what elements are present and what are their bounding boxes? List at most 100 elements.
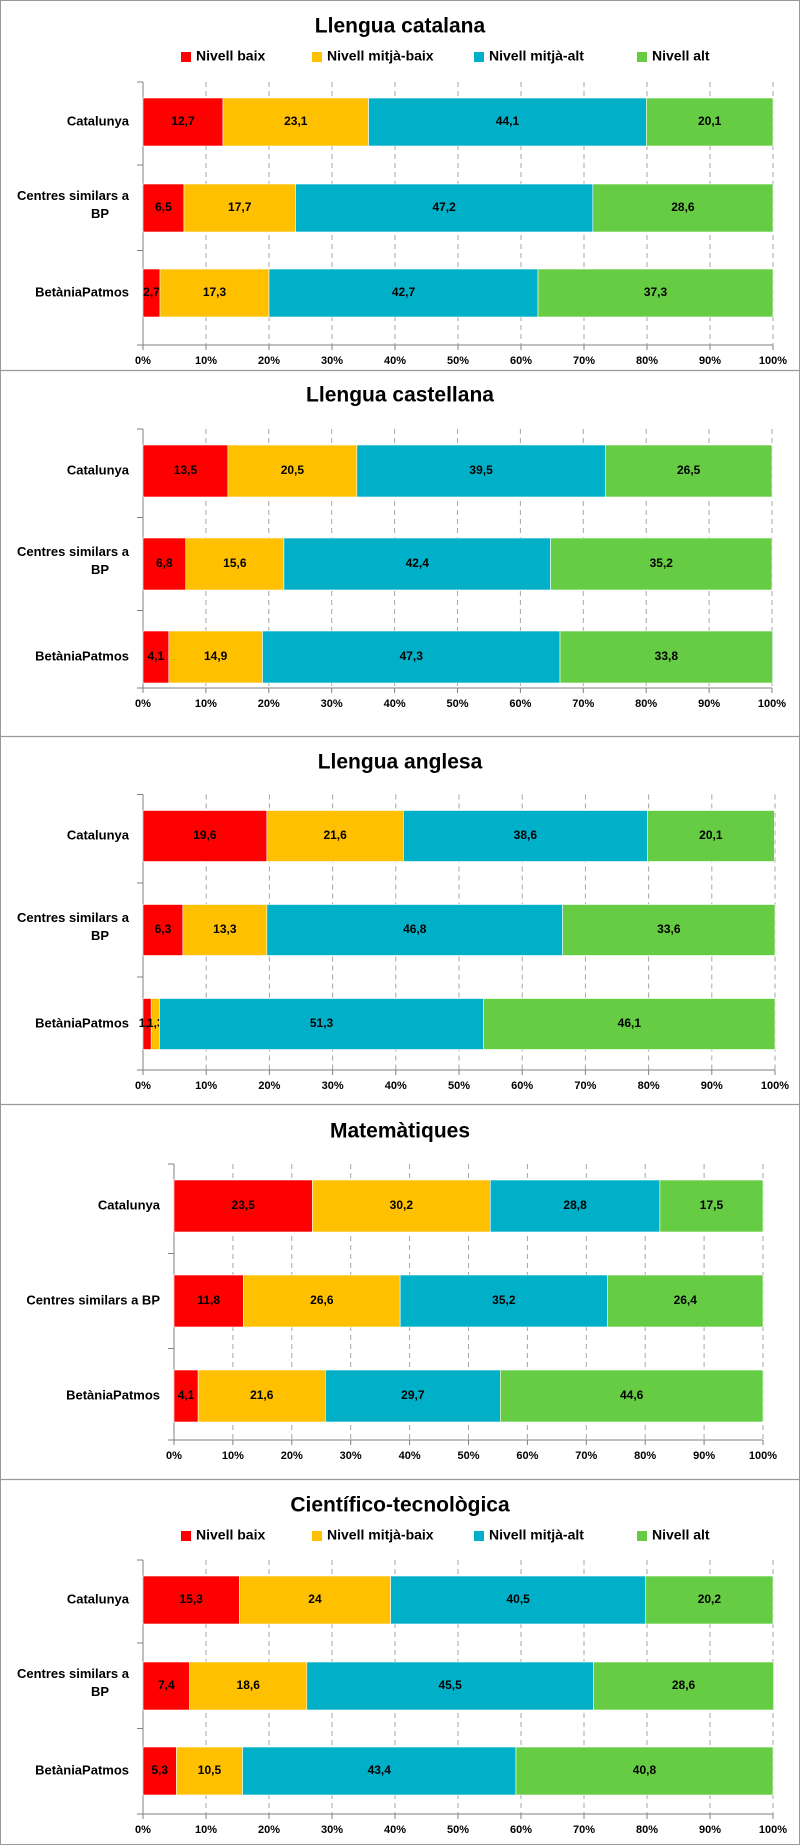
bar-segment — [489, 1179, 661, 1233]
data-label: 29,7 — [401, 1388, 425, 1402]
bar-segment — [562, 904, 776, 956]
bar-segment — [243, 1274, 401, 1328]
x-tick-label: 100% — [749, 1450, 777, 1462]
legend-label: Nivell baix — [196, 48, 265, 64]
x-tick-label: 10% — [222, 1450, 244, 1462]
bar-segment — [239, 1575, 391, 1625]
bar-segment — [142, 1575, 240, 1625]
bar-segment — [399, 1274, 608, 1328]
legend-swatch — [637, 52, 647, 62]
data-label: 23,1 — [284, 114, 308, 128]
x-tick-label: 40% — [384, 1824, 406, 1836]
x-tick-label: 0% — [135, 1080, 151, 1092]
data-label: 21,6 — [323, 828, 347, 842]
chart-title: Llengua castellana — [306, 384, 494, 407]
data-label: 21,6 — [250, 1388, 274, 1402]
category-label: BetàniaPatmos — [35, 648, 129, 663]
data-label: 15,6 — [223, 556, 247, 570]
category-label: Catalunya — [67, 827, 130, 842]
bar-segment — [390, 1575, 647, 1625]
x-tick-label: 60% — [510, 355, 532, 367]
legend-swatch — [637, 1531, 647, 1541]
legend-label: Nivell baix — [196, 1527, 265, 1543]
bar-segment — [182, 904, 268, 956]
x-tick-label: 100% — [758, 698, 786, 710]
data-label: 43,4 — [368, 1763, 392, 1777]
category-label: Centres similars a BP — [26, 1292, 160, 1307]
data-label: 4,1 — [148, 649, 165, 663]
data-label: 35,2 — [492, 1293, 516, 1307]
bar-segment — [142, 444, 229, 498]
x-tick-label: 20% — [281, 1450, 303, 1462]
category-label: BetàniaPatmos — [35, 1762, 129, 1777]
bar-segment — [142, 97, 224, 147]
chart-title: Llengua catalana — [315, 15, 486, 38]
x-tick-label: 10% — [195, 1080, 217, 1092]
bar-segment — [189, 1661, 308, 1711]
x-tick-label: 40% — [384, 698, 406, 710]
x-tick-label: 80% — [635, 698, 657, 710]
x-tick-label: 10% — [195, 698, 217, 710]
data-label: 42,4 — [406, 556, 430, 570]
x-tick-label: 50% — [447, 355, 469, 367]
bar-segment — [593, 1661, 774, 1711]
category-label: Centres similars a BP — [17, 188, 130, 221]
bar-segment — [368, 97, 647, 147]
legend-label: Nivell alt — [652, 48, 710, 64]
bar-segment — [659, 1179, 764, 1233]
data-label: 13,5 — [174, 463, 198, 477]
x-tick-label: 100% — [759, 1824, 787, 1836]
bar-segment — [142, 904, 184, 956]
x-tick-label: 10% — [195, 1824, 217, 1836]
data-label: 6,5 — [155, 200, 172, 214]
legend-swatch — [312, 52, 322, 62]
bar-segment — [142, 183, 185, 233]
bar-segment — [173, 1274, 244, 1328]
x-tick-label: 90% — [699, 1824, 721, 1836]
data-label: 26,5 — [677, 463, 701, 477]
x-tick-label: 90% — [698, 698, 720, 710]
data-label: 28,8 — [563, 1198, 587, 1212]
data-label: 46,8 — [403, 922, 427, 936]
x-tick-label: 50% — [447, 1824, 469, 1836]
x-tick-label: 80% — [634, 1450, 656, 1462]
bar-segment — [142, 537, 187, 591]
data-label: 30,2 — [390, 1198, 414, 1212]
bar-segment — [159, 268, 270, 318]
chart-panel: Llengua catalana Nivell baix Nivell mitjà-… — [17, 15, 787, 367]
bar-segment — [306, 1661, 594, 1711]
x-tick-label: 80% — [636, 355, 658, 367]
x-tick-label: 60% — [510, 1824, 532, 1836]
bar-segment — [142, 1661, 190, 1711]
data-label: 37,3 — [644, 285, 668, 299]
data-label: 17,7 — [228, 200, 252, 214]
chart-panel: Llengua anglesa 0% 10% 20% 30% 40% 50% 60% 70% 80… — [0, 735, 800, 1092]
bar-segment — [295, 183, 594, 233]
data-label: 15,3 — [180, 1592, 204, 1606]
category-label: BetàniaPatmos — [35, 1015, 129, 1030]
data-label: 47,2 — [432, 200, 456, 214]
bar-segment — [142, 630, 170, 684]
chart-title: Llengua anglesa — [318, 751, 483, 774]
data-label: 12,7 — [171, 114, 195, 128]
bar-segment — [222, 97, 369, 147]
x-tick-label: 40% — [385, 1080, 407, 1092]
bar-segment — [197, 1369, 326, 1423]
x-tick-label: 0% — [135, 355, 151, 367]
data-label: 17,5 — [700, 1198, 724, 1212]
x-tick-label: 80% — [636, 1824, 658, 1836]
x-tick-label: 60% — [509, 698, 531, 710]
data-label: 19,6 — [193, 828, 217, 842]
bar-segment — [325, 1369, 501, 1423]
bar-segment — [647, 810, 775, 862]
x-tick-label: 0% — [166, 1450, 182, 1462]
data-label: 33,6 — [657, 922, 681, 936]
chart-panel: Llengua castellana 0% 10% 20% 30% 40% 50% 60% 70… — [0, 369, 800, 710]
x-tick-label: 20% — [258, 1824, 280, 1836]
data-label: 6,8 — [156, 556, 173, 570]
bar-segment — [176, 1746, 243, 1796]
x-tick-label: 50% — [446, 698, 468, 710]
x-tick-label: 30% — [321, 1824, 343, 1836]
bar-segment — [550, 537, 773, 591]
chart-title: Matemàtiques — [330, 1120, 470, 1143]
